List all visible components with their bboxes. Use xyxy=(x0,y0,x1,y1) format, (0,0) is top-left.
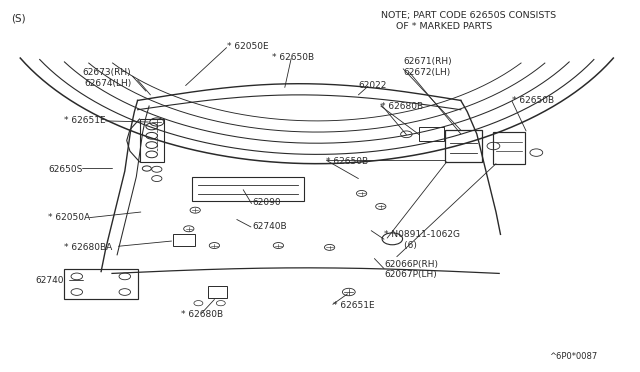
Text: * 62650B: * 62650B xyxy=(512,96,554,105)
Bar xyxy=(208,286,227,298)
Text: * 62651E: * 62651E xyxy=(64,116,106,125)
Bar xyxy=(192,177,304,201)
Text: 62090: 62090 xyxy=(253,198,282,207)
Text: 62673(RH)
62674(LH): 62673(RH) 62674(LH) xyxy=(83,68,131,88)
Bar xyxy=(173,234,195,246)
Text: * 62050A: * 62050A xyxy=(48,213,90,222)
Text: * 62680B: * 62680B xyxy=(381,102,423,110)
Bar xyxy=(64,269,138,299)
Text: * 62680BA: * 62680BA xyxy=(64,243,112,252)
Text: 62671(RH)
62672(LH): 62671(RH) 62672(LH) xyxy=(403,57,452,77)
Text: (S): (S) xyxy=(12,13,26,23)
Text: 62022: 62022 xyxy=(358,81,387,90)
Text: * 62651E: * 62651E xyxy=(333,301,374,310)
Text: ^6P0*0087: ^6P0*0087 xyxy=(548,352,597,361)
Text: * N08911-1062G
       (6): * N08911-1062G (6) xyxy=(384,230,460,250)
Text: * 62050E: * 62050E xyxy=(227,42,269,51)
Text: 62740: 62740 xyxy=(35,276,64,285)
Bar xyxy=(445,130,482,162)
Text: 62650S: 62650S xyxy=(48,165,83,174)
Text: NOTE; PART CODE 62650S CONSISTS
     OF * MARKED PARTS: NOTE; PART CODE 62650S CONSISTS OF * MAR… xyxy=(381,11,556,31)
Text: * 62680B: * 62680B xyxy=(180,310,223,319)
Text: 62066P(RH)
62067P(LH): 62066P(RH) 62067P(LH) xyxy=(384,260,438,279)
Text: * 62650B: * 62650B xyxy=(326,157,369,166)
Text: * 62650B: * 62650B xyxy=(272,53,314,62)
Bar xyxy=(419,127,444,141)
Bar xyxy=(493,132,525,164)
Text: 62740B: 62740B xyxy=(253,222,287,231)
